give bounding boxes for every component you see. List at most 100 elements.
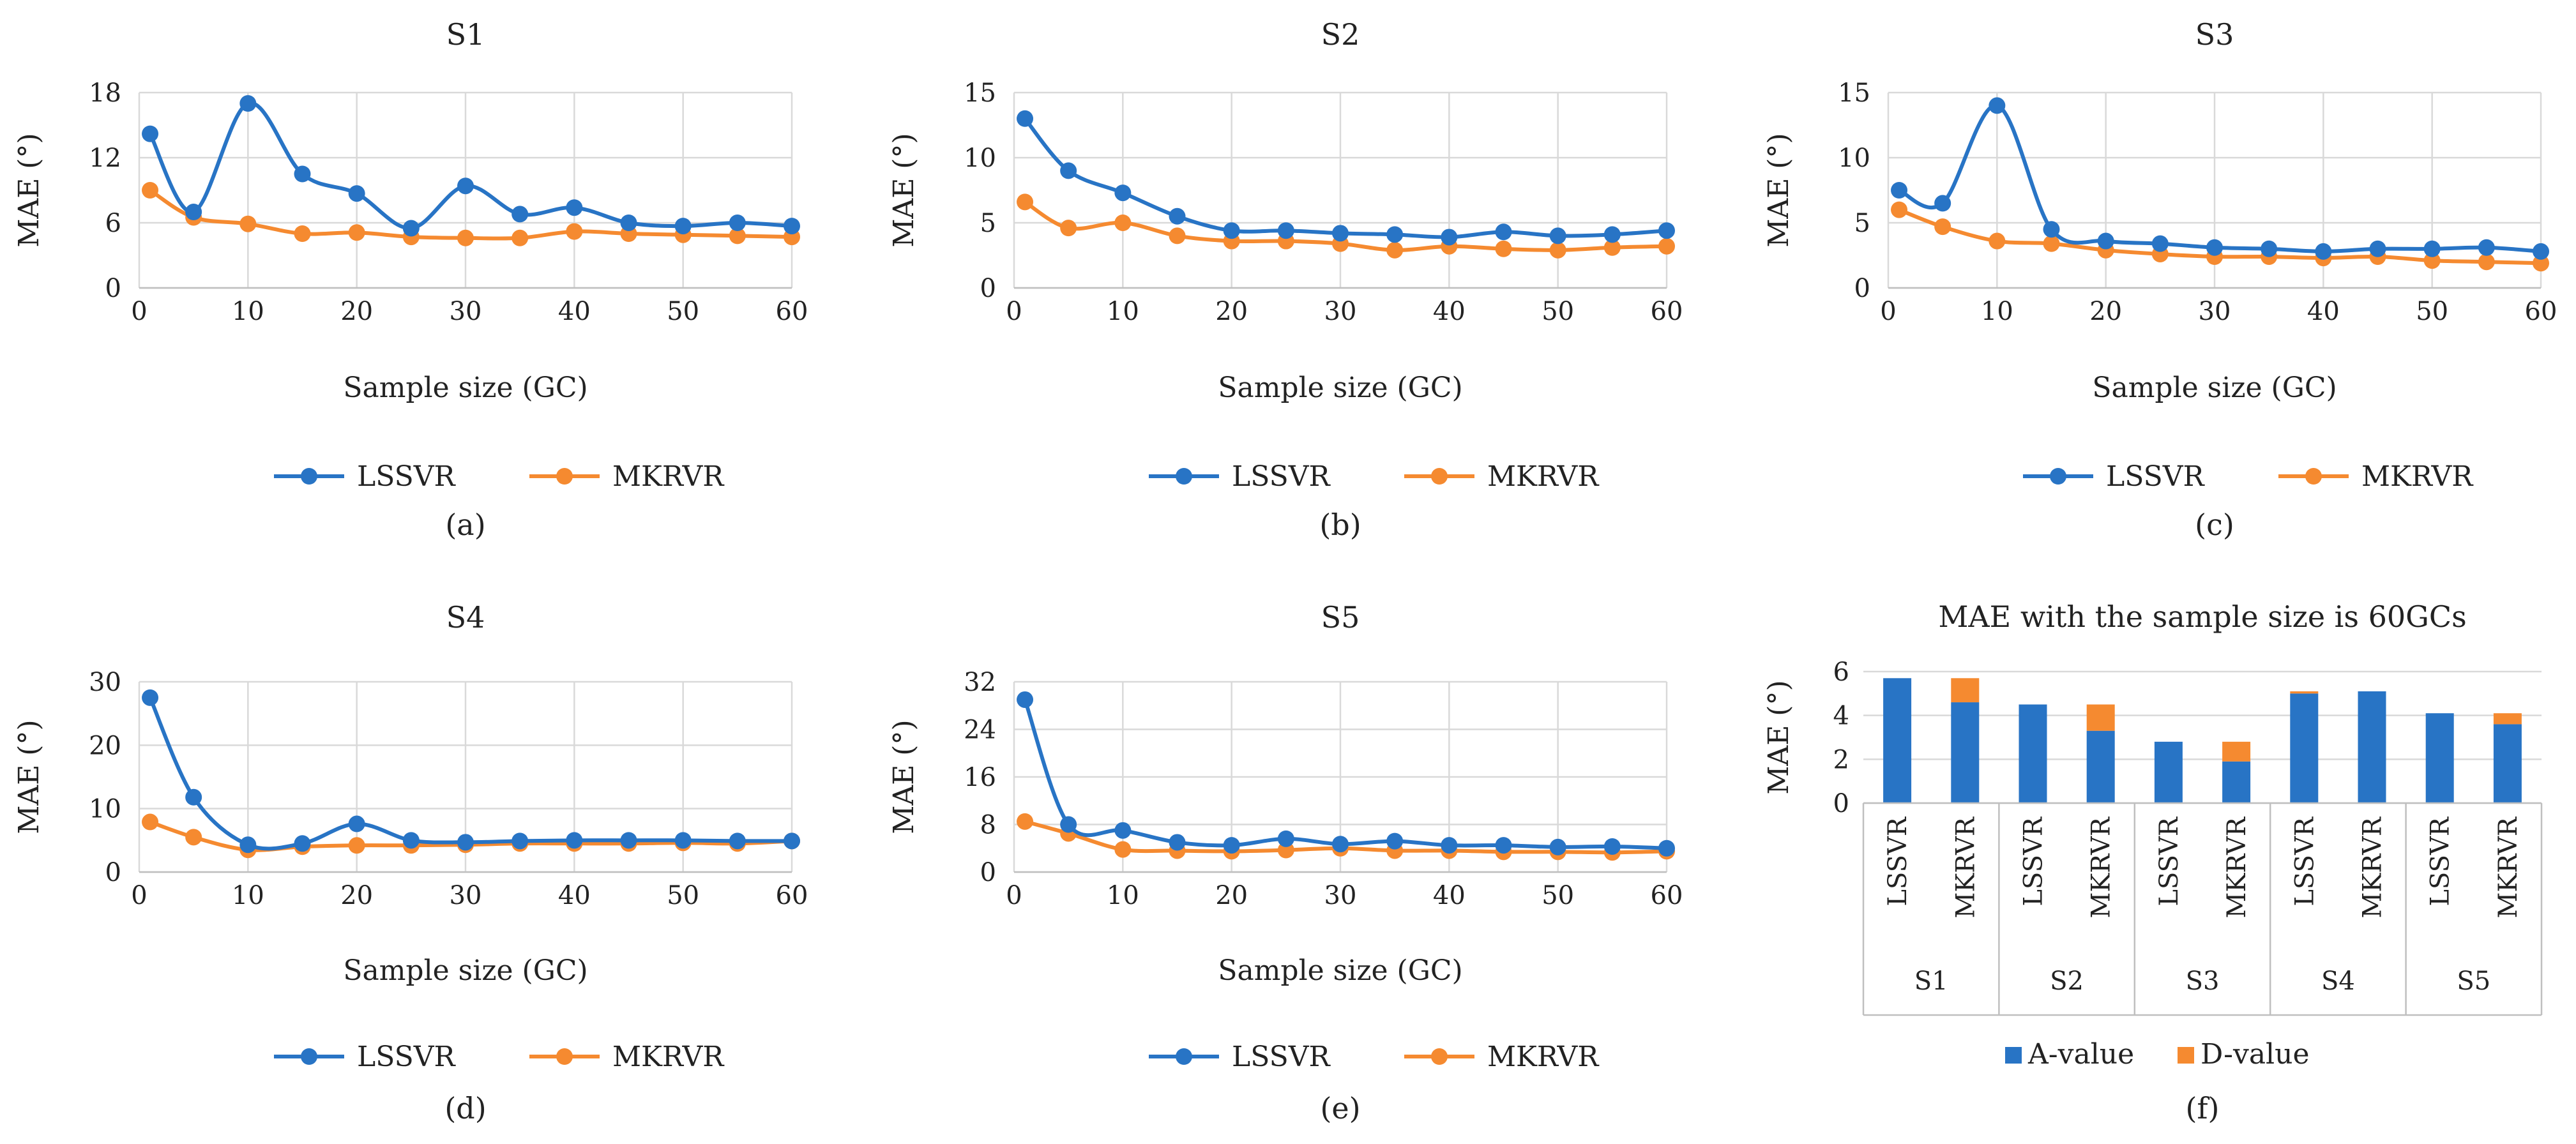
x-tick-label: 60	[776, 297, 808, 326]
legend-label: MKRVR	[1487, 460, 1600, 493]
x-tick-label: 60	[2525, 297, 2557, 326]
category-label: MKRVR	[2358, 816, 2388, 918]
data-point-lssvr	[511, 206, 529, 223]
x-tick-label: 20	[2089, 297, 2122, 326]
data-point-lssvr	[1934, 195, 1951, 212]
data-point-mkrvr	[142, 813, 159, 831]
data-point-lssvr	[511, 832, 529, 850]
x-tick-label: 10	[1107, 881, 1139, 910]
data-point-lssvr	[1603, 838, 1621, 855]
data-point-lssvr	[1549, 838, 1566, 855]
x-tick-label: 50	[2416, 297, 2448, 326]
y-tick-label: 0	[105, 858, 121, 887]
bar-a-value	[2019, 704, 2047, 803]
x-tick-label: 40	[1433, 881, 1466, 910]
bar-a-value	[2222, 761, 2251, 803]
panel-label: (a)	[445, 508, 485, 542]
y-tick-label: 6	[105, 209, 121, 238]
y-tick-label: 16	[964, 763, 996, 792]
data-point-lssvr	[185, 204, 202, 220]
series-line-lssvr	[148, 696, 792, 851]
category-label: MKRVR	[2494, 816, 2523, 918]
data-point-lssvr	[1891, 182, 1908, 199]
data-point-lssvr	[1386, 226, 1404, 243]
panel-label: (e)	[1320, 1091, 1360, 1125]
data-point-lssvr	[1060, 816, 1077, 833]
legend-label: LSSVR	[1232, 1041, 1331, 1073]
y-tick-label: 0	[980, 274, 996, 303]
panel-label: (c)	[2195, 508, 2234, 542]
data-point-mkrvr	[457, 229, 474, 246]
data-point-lssvr	[566, 199, 583, 216]
data-point-lssvr	[1017, 691, 1034, 708]
data-point-mkrvr	[239, 215, 257, 232]
data-point-mkrvr	[729, 227, 746, 245]
data-point-mkrvr	[142, 182, 159, 199]
x-tick-label: 60	[1651, 881, 1683, 910]
data-point-mkrvr	[1060, 220, 1077, 237]
bar-d-value	[2222, 741, 2251, 762]
data-point-mkrvr	[2533, 255, 2549, 272]
bar-chart-f: MAE with the sample size is 60GCs 0 2 4 6 MAE…	[1762, 599, 2543, 1125]
bar-d-value	[2086, 704, 2115, 731]
y-tick-label: 15	[964, 79, 996, 108]
bar-a-value	[2086, 730, 2115, 803]
line-chart-e: S5 0 10 20 30 40 50 60 0 8 16 24 32 Sample size (GC) M…	[888, 600, 1683, 1125]
y-tick-label: 20	[89, 731, 121, 760]
data-point-lssvr	[1223, 837, 1240, 854]
data-point-lssvr	[674, 218, 692, 235]
y-axis-label: MAE (°)	[888, 719, 920, 834]
y-axis-label: MAE (°)	[1762, 133, 1795, 247]
y-axis-label: MAE (°)	[13, 719, 45, 834]
category-label: MKRVR	[2087, 816, 2116, 918]
legend-label: LSSVR	[357, 460, 457, 493]
x-axis-label: Sample size (GC)	[1218, 954, 1462, 987]
chart-title: S2	[1321, 17, 1360, 52]
group-label: S4	[2321, 967, 2355, 996]
bar-a-value	[2290, 693, 2319, 803]
data-point-lssvr	[1386, 832, 1404, 850]
data-point-mkrvr	[348, 224, 365, 241]
data-point-lssvr	[566, 832, 583, 849]
legend-label: LSSVR	[2106, 460, 2206, 493]
y-tick-label: 24	[964, 716, 996, 745]
group-label: S5	[2457, 967, 2490, 996]
y-tick-label: 0	[105, 274, 121, 303]
category-label: MKRVR	[1951, 816, 1980, 918]
data-point-mkrvr	[294, 225, 311, 242]
data-point-lssvr	[1441, 837, 1458, 854]
category-label: MKRVR	[2222, 816, 2252, 918]
data-point-lssvr	[348, 815, 365, 832]
legend-marker-mkrvr	[2305, 468, 2322, 485]
data-point-lssvr	[620, 214, 637, 231]
x-tick-label: 0	[1006, 881, 1022, 910]
bar-a-value	[1883, 678, 1912, 803]
x-axis-label: Sample size (GC)	[1218, 372, 1462, 404]
legend-swatch-d-value	[2178, 1047, 2194, 1064]
legend-marker-lssvr	[301, 1048, 317, 1065]
data-point-mkrvr	[1891, 201, 1908, 218]
x-tick-label: 30	[1324, 297, 1357, 326]
data-point-lssvr	[457, 834, 474, 851]
bar-a-value	[2358, 691, 2386, 803]
data-point-lssvr	[2533, 243, 2549, 260]
legend-marker-mkrvr	[556, 468, 573, 485]
x-tick-label: 40	[2307, 297, 2340, 326]
data-point-lssvr	[142, 125, 159, 142]
x-axis-label: Sample size (GC)	[2092, 372, 2337, 404]
data-point-mkrvr	[1989, 232, 2006, 250]
line-chart-a: S1 0 10 20 30 40 50 60 0 6 12 18 Sample size (GC) MAE…	[13, 17, 808, 542]
data-point-lssvr	[1549, 227, 1566, 245]
data-point-lssvr	[1658, 839, 1675, 857]
data-point-lssvr	[784, 832, 800, 850]
data-point-lssvr	[729, 832, 746, 850]
x-tick-label: 50	[667, 881, 699, 910]
y-tick-label: 15	[1838, 79, 1870, 108]
bar-a-value	[1951, 702, 1980, 803]
legend-marker-lssvr	[1176, 1048, 1192, 1065]
x-tick-label: 20	[340, 881, 373, 910]
data-point-lssvr	[1495, 837, 1512, 854]
chart-title: MAE with the sample size is 60GCs	[1938, 599, 2466, 634]
data-point-mkrvr	[1017, 813, 1034, 830]
